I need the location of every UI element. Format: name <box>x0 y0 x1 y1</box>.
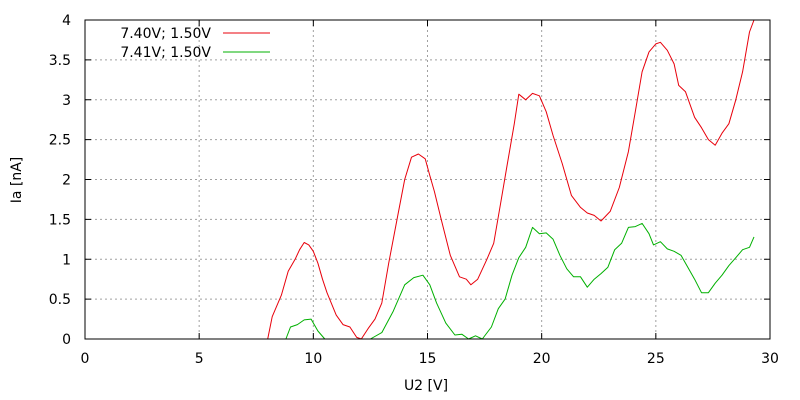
tick-labels: 0 5 10 15 20 25 30 0 0.5 1 1.5 2 2.5 3 3.5 4 <box>49 13 779 367</box>
x-tick-label: 20 <box>533 351 551 367</box>
grid-lines <box>85 20 770 339</box>
y-axis-label: Ia [nA] <box>9 157 25 204</box>
y-tick-label: 1.5 <box>49 212 71 228</box>
legend-label-series-1: 7.40V; 1.50V <box>120 26 211 42</box>
x-tick-label: 25 <box>647 351 665 367</box>
y-tick-label: 2 <box>62 173 71 189</box>
y-tick-label: 0.5 <box>49 292 71 308</box>
y-tick-label: 0 <box>62 332 71 348</box>
x-tick-label: 10 <box>304 351 322 367</box>
series-line-1 <box>267 19 755 340</box>
y-tick-label: 3 <box>62 93 71 109</box>
legend-label-series-2: 7.41V; 1.50V <box>120 45 211 61</box>
x-tick-label: 15 <box>419 351 437 367</box>
x-tick-label: 0 <box>81 351 90 367</box>
x-axis-label: U2 [V] <box>404 378 448 394</box>
x-tick-label: 5 <box>195 351 204 367</box>
y-tick-label: 4 <box>62 13 71 29</box>
series-line-2 <box>285 222 755 340</box>
legend: 7.40V; 1.50V 7.41V; 1.50V <box>120 26 270 61</box>
y-tick-label: 2.5 <box>49 133 71 149</box>
axis-ticks <box>84 19 771 340</box>
x-tick-label: 30 <box>761 351 779 367</box>
y-tick-label: 3.5 <box>49 53 71 69</box>
y-tick-label: 1 <box>62 252 71 268</box>
